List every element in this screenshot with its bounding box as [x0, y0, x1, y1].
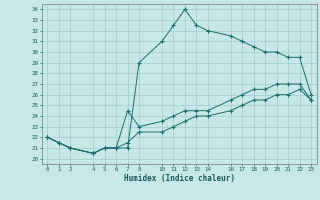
X-axis label: Humidex (Indice chaleur): Humidex (Indice chaleur)	[124, 174, 235, 183]
